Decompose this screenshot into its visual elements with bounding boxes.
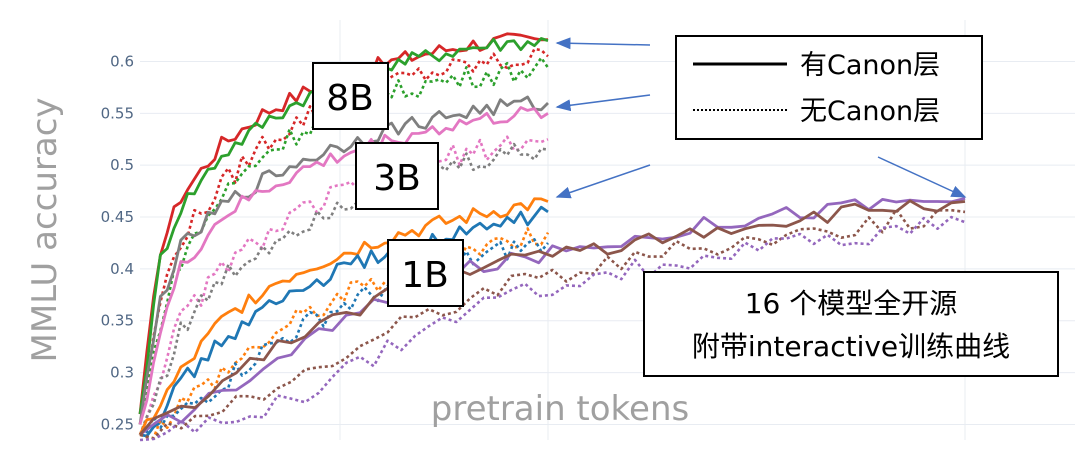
info-line-2: 附带interactive训练曲线 [692, 330, 1010, 363]
legend-dotted-label: 无Canon层 [800, 96, 940, 127]
series-line-14 [139, 208, 966, 440]
label-3b-text: 3B [373, 158, 421, 199]
series-line-9 [139, 205, 549, 438]
legend-solid-label: 有Canon层 [800, 50, 940, 81]
series-line-4 [138, 95, 549, 425]
series-line-15 [139, 215, 966, 442]
series-line-13 [138, 199, 966, 436]
y-tick-label: 0.6 [110, 52, 134, 70]
label-8b: 8B [312, 62, 389, 130]
y-tick-label: 0.35 [101, 312, 134, 330]
series-line-10 [139, 227, 550, 440]
info-box: 16 个模型全开源 附带interactive训练曲线 [643, 271, 1059, 377]
pointer-arrow-0 [555, 37, 651, 50]
y-tick-label: 0.5 [110, 156, 134, 174]
legend: 有Canon层 无Canon层 [675, 35, 983, 140]
label-1b: 1B [387, 239, 464, 307]
label-3b: 3B [355, 142, 439, 210]
series-line-8 [138, 197, 549, 436]
series-line-7 [138, 142, 549, 436]
y-axis-title: MMLU accuracy [25, 97, 65, 362]
series-line-12 [139, 197, 966, 436]
x-axis-title: pretrain tokens [431, 389, 689, 429]
pointer-arrow-2 [555, 164, 651, 199]
y-tick-label: 0.45 [101, 208, 134, 226]
series-line-5 [138, 106, 549, 425]
series-line-11 [139, 238, 550, 436]
y-tick-labels: 0.25 0.3 0.35 0.4 0.45 0.5 0.55 0.6 [101, 52, 134, 433]
label-1b-text: 1B [401, 255, 449, 296]
y-tick-label: 0.25 [101, 415, 134, 433]
series-line-6 [138, 135, 549, 436]
info-line-1: 16 个模型全开源 [745, 287, 958, 320]
pointer-arrows [555, 37, 967, 199]
y-tick-label: 0.4 [110, 260, 134, 278]
pointer-arrow-1 [555, 94, 651, 112]
y-tick-label: 0.3 [110, 364, 134, 382]
pointer-arrow-3 [877, 156, 967, 198]
label-8b-text: 8B [326, 78, 374, 119]
y-tick-label: 0.55 [101, 104, 134, 122]
